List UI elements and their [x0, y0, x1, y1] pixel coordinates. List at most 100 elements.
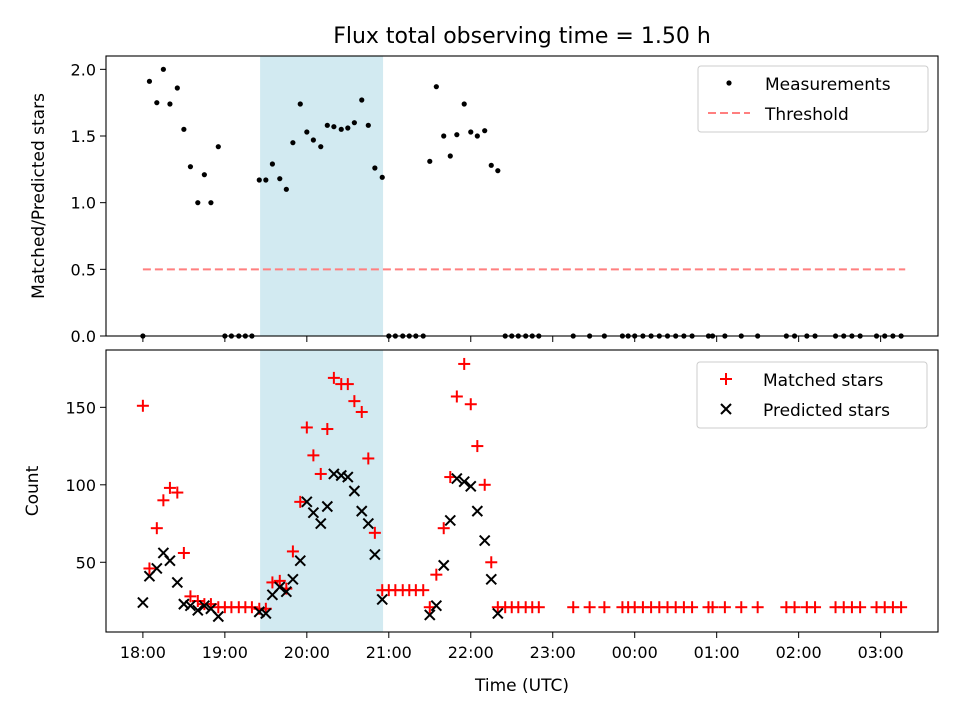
- matched-star-point: [321, 423, 334, 436]
- matched-star-point: [735, 601, 748, 614]
- predicted-star-point: [178, 598, 190, 610]
- x-tick-label: 00:00: [612, 643, 658, 662]
- matched-star-point: [458, 357, 471, 370]
- x-tick-label: 18:00: [120, 643, 166, 662]
- measurement-point: [154, 100, 160, 106]
- measurement-point: [468, 129, 474, 135]
- matched-star-point: [788, 601, 801, 614]
- matched-star-point: [706, 601, 719, 614]
- predicted-star-point: [458, 475, 470, 488]
- y-tick-label: 1.0: [71, 194, 96, 213]
- matched-star-point: [368, 526, 381, 539]
- predicted-star-point: [212, 610, 225, 623]
- matched-star-point: [895, 601, 908, 614]
- predicted-star-point: [342, 471, 354, 483]
- y-tick-label: 0.5: [71, 260, 96, 279]
- predicted-star-point: [192, 604, 204, 617]
- measurement-point: [256, 177, 262, 183]
- predicted-star-point: [485, 573, 497, 586]
- measurement-point: [433, 84, 439, 90]
- matched-star-point: [177, 546, 190, 559]
- measurement-point: [345, 125, 351, 131]
- legend-threshold-label: Threshold: [764, 105, 849, 125]
- matched-star-point: [430, 568, 443, 581]
- measurement-point: [372, 165, 378, 171]
- y-tick-label: 100: [65, 476, 96, 495]
- matched-star-point: [751, 601, 764, 614]
- measurement-point: [174, 85, 180, 91]
- x-tick-label: 22:00: [448, 643, 494, 662]
- matched-star-point: [136, 399, 149, 412]
- measurement-point: [263, 177, 269, 183]
- x-tick-label: 21:00: [366, 643, 412, 662]
- measurement-point: [195, 200, 201, 206]
- matched-star-point: [598, 601, 611, 614]
- ratio-x-ticks: [142, 336, 882, 342]
- matched-star-point: [450, 390, 463, 403]
- measurement-point: [365, 122, 371, 128]
- matched-star-point: [583, 601, 596, 614]
- matched-star-point: [150, 522, 163, 535]
- ratio-y-axis-label: Matched/Predicted stars: [29, 93, 49, 299]
- predicted-star-point: [444, 514, 456, 527]
- matched-star-point: [157, 494, 170, 507]
- predicted-star-point: [164, 555, 176, 567]
- measurement-point: [304, 129, 310, 135]
- count-panel: 50 100 150 18:00 19:00 20:00 21:00 22:00 23:00 0…: [23, 349, 939, 696]
- measurement-point: [447, 153, 453, 159]
- matched-star-point: [286, 545, 299, 558]
- predicted-star-point: [260, 607, 272, 620]
- measurement-point: [482, 128, 488, 134]
- matched-star-point: [464, 398, 477, 411]
- matched-star-point: [355, 405, 368, 418]
- matched-star-point: [171, 486, 184, 499]
- matched-star-point: [245, 601, 258, 614]
- count-axes-frame: [105, 349, 939, 633]
- predicted-star-point: [471, 505, 484, 517]
- legend-measurements-marker: [726, 80, 732, 86]
- matched-star-point: [567, 601, 580, 614]
- matched-star-point: [273, 574, 286, 587]
- measurement-point: [324, 122, 330, 128]
- predicted-star-point: [369, 548, 381, 561]
- matched-star-point: [327, 371, 340, 384]
- measurement-point: [277, 176, 283, 182]
- measurement-point: [441, 133, 447, 139]
- matched-star-point: [437, 522, 450, 535]
- highlight-span: [260, 56, 384, 336]
- y-tick-label: 0.0: [71, 327, 96, 346]
- matched-star-point: [686, 601, 699, 614]
- predicted-star-point: [315, 517, 327, 530]
- count-x-ticks: 18:00 19:00 20:00 21:00 22:00 23:00 00:00 01:00…: [120, 632, 904, 662]
- x-tick-label: 23:00: [530, 643, 576, 662]
- measurement-point: [427, 158, 433, 164]
- predicted-star-point: [253, 606, 265, 618]
- ratio-series: [140, 66, 906, 339]
- x-tick-label: 02:00: [776, 643, 822, 662]
- predicted-star-point: [137, 596, 149, 609]
- matched-star-point: [362, 452, 375, 465]
- count-y-axis-label: Count: [23, 465, 43, 516]
- legend-matched-label: Matched stars: [763, 371, 883, 391]
- count-y-ticks: 50 100 150: [65, 398, 106, 572]
- predicted-star-point: [451, 472, 463, 485]
- matched-star-point: [854, 601, 867, 614]
- measurement-point: [187, 164, 194, 170]
- matched-star-point: [341, 378, 354, 391]
- matched-star-point: [348, 395, 361, 408]
- matched-star-point: [294, 495, 307, 508]
- measurement-point: [495, 168, 501, 174]
- matched-star-point: [809, 601, 822, 614]
- measurement-point: [297, 101, 303, 107]
- y-tick-label: 1.5: [71, 127, 96, 146]
- measurement-point: [359, 97, 365, 103]
- matched-star-point: [532, 601, 545, 614]
- matched-star-point: [300, 421, 313, 434]
- predicted-star-point: [280, 586, 293, 598]
- y-tick-label: 150: [65, 398, 96, 417]
- measurement-point: [208, 200, 214, 206]
- predicted-star-point: [301, 496, 313, 508]
- matched-star-point: [478, 478, 491, 491]
- legend-predicted-marker: [720, 403, 732, 415]
